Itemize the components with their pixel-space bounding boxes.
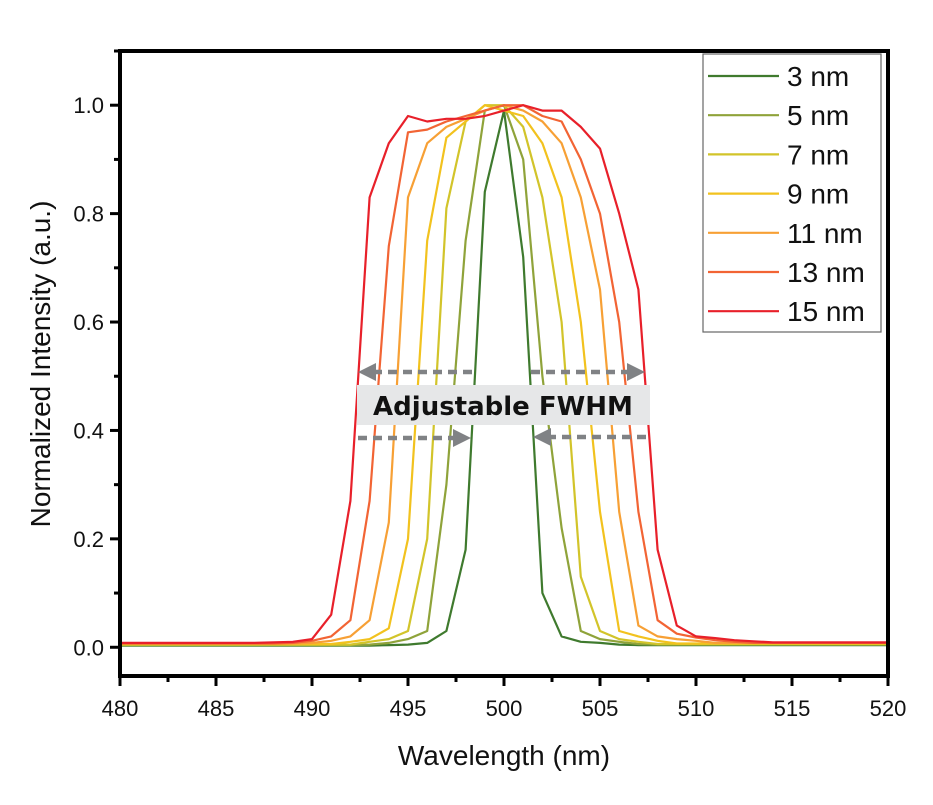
- x-tick-label: 480: [102, 696, 139, 721]
- y-tick-label: 0.0: [73, 635, 104, 660]
- arrow-bottom-left-head-icon: [453, 429, 471, 447]
- legend-label: 7 nm: [787, 139, 849, 170]
- x-tick-label: 510: [678, 696, 715, 721]
- series-line-15nm: [120, 104, 888, 645]
- legend-label: 11 nm: [787, 218, 863, 249]
- annotation-background: [357, 385, 650, 425]
- legend-label: 9 nm: [787, 179, 849, 210]
- series-lines: [120, 104, 888, 647]
- y-axis-label: Normalized Intensity (a.u.): [25, 201, 56, 528]
- x-tick-label: 515: [774, 696, 811, 721]
- y-tick-label: 0.4: [73, 418, 104, 443]
- fwhm-annotation: Adjustable FWHM: [357, 363, 650, 447]
- annotation-label: Adjustable FWHM: [373, 392, 633, 422]
- ticks: 480 485 490 495 500 505 510 515 520 0.0 0.2 0.4 0.6 0…: [73, 49, 907, 721]
- x-tick-label: 500: [486, 696, 523, 721]
- x-axis-label: Wavelength (nm): [398, 740, 610, 771]
- legend-label: 13 nm: [787, 257, 865, 288]
- fwhm-arrows: [358, 363, 646, 447]
- x-tick-label: 490: [294, 696, 331, 721]
- arrow-bottom-right-head-icon: [533, 428, 551, 446]
- x-tick-label: 495: [390, 696, 427, 721]
- y-tick-label: 1.0: [73, 93, 104, 118]
- y-tick-label: 0.8: [73, 202, 104, 227]
- arrow-top-right-head-icon: [627, 363, 645, 381]
- arrow-top-left-head-icon: [358, 363, 376, 381]
- legend-label: 15 nm: [787, 296, 865, 327]
- x-tick-label: 505: [582, 696, 619, 721]
- legend-label: 5 nm: [787, 100, 849, 131]
- legend-label: 3 nm: [787, 61, 849, 92]
- y-tick-label: 0.2: [73, 527, 104, 552]
- x-tick-label: 520: [870, 696, 907, 721]
- x-tick-label: 485: [198, 696, 235, 721]
- y-tick-label: 0.6: [73, 310, 104, 335]
- legend: 3 nm 5 nm 7 nm 9 nm 11 nm 13 nm 15 nm: [702, 53, 882, 333]
